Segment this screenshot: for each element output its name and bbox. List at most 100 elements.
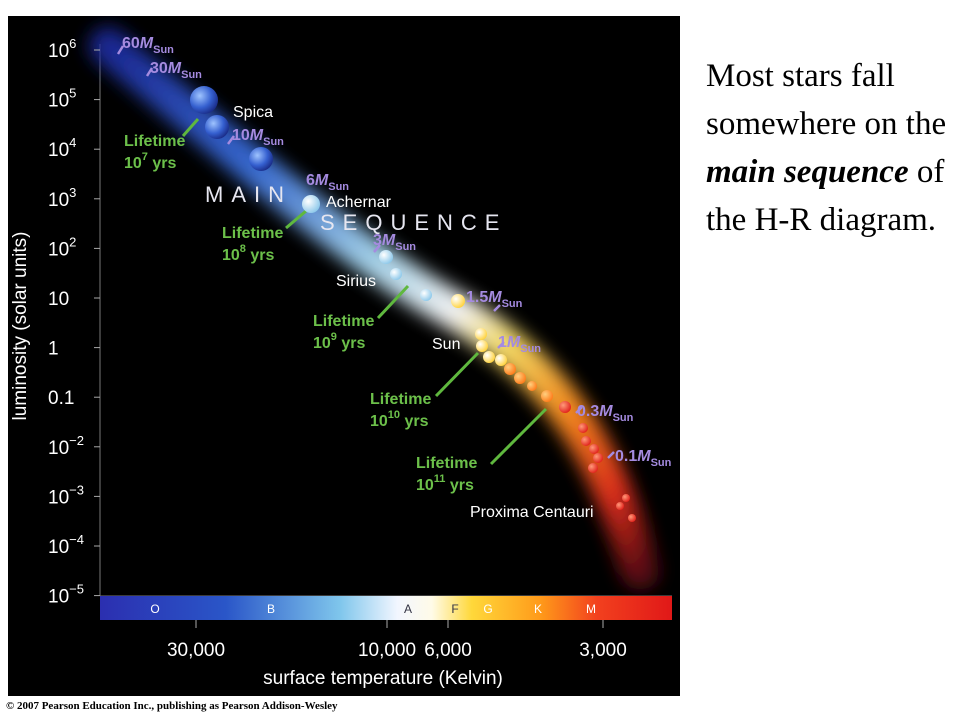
y-tick-label: 105 [48,86,76,112]
star-dot [483,351,495,363]
y-tick-label: 102 [48,234,76,260]
star-dot [581,436,591,446]
star-label-proxima-centauri: Proxima Centauri [470,504,594,521]
star-dot [504,363,516,375]
y-tick-label: 10 [48,289,69,310]
mass-label: 3MSun [373,232,416,253]
star-dot [514,372,526,384]
lifetime-leader-lines [181,118,548,466]
star-dot [420,289,432,301]
caption-part-1: Most stars fall somewhere on the [706,58,947,142]
band-word-main: MAIN [205,182,292,207]
lifetime-value: 109 yrs [313,331,365,352]
mass-label: 30MSun [150,60,202,81]
lifetime-word: Lifetime [222,225,283,242]
mass-leader-ticks [116,45,615,459]
caption-emphasis-main: main [706,154,776,190]
y-tick-label: 1 [48,339,59,360]
y-tick-label: 10−5 [48,582,84,608]
x-tick-label: 30,000 [167,640,225,661]
x-tick-label: 3,000 [579,640,627,661]
spectral-class-a: A [404,602,412,616]
star-dot [559,401,571,413]
lifetime-value: 1010 yrs [370,409,429,430]
lifetime-value: 108 yrs [222,243,274,264]
lifetime-value: 107 yrs [124,151,176,172]
y-tick-label: 104 [48,135,76,161]
star-label-sirius: Sirius [336,273,376,290]
star-dot [475,328,487,340]
star-label-sun: Sun [432,336,460,353]
mass-label: 0.3MSun [577,403,634,424]
spectral-class-g: G [483,602,492,616]
lifetime-word: Lifetime [124,133,185,150]
mass-label: 6MSun [306,172,349,193]
star-label-spica: Spica [233,104,273,121]
main-sequence-stars [190,86,636,522]
caption-emphasis-sequence: sequence [783,154,909,190]
x-tick-label: 10,000 [358,640,416,661]
star-dot [588,463,598,473]
star-dot [616,502,624,510]
star-dot [390,268,402,280]
band-word-sequence: SEQUENCE [320,210,507,235]
star-dot [379,250,393,264]
star-label-achernar: Achernar [326,194,392,211]
x-tick-labels: 30,000 10,000 6,000 3,000 [167,620,627,661]
star-dot [249,147,273,171]
caption-space [776,154,784,190]
y-tick-label: 0.1 [48,388,74,409]
star-dot [451,294,465,308]
spectral-class-b: B [267,602,275,616]
y-tick-label: 106 [48,36,76,62]
spectral-class-o: O [150,602,159,616]
y-tick-label: 10−3 [48,482,84,508]
lifetime-word: Lifetime [370,391,431,408]
star-dot [589,444,599,454]
lifetime-word: Lifetime [313,313,374,330]
copyright-notice: © 2007 Pearson Education Inc., publishin… [6,700,338,712]
star-dot [622,494,630,502]
star-dot [476,340,488,352]
spectral-class-m: M [586,602,596,616]
star-dot [495,354,507,366]
y-tick-label: 103 [48,185,76,211]
y-axis-label: luminosity (solar units) [10,232,31,421]
mass-label: 10MSun [232,127,284,148]
star-dot [527,381,537,391]
star-dot [541,390,553,402]
star-dot [190,86,218,114]
mass-label: 60MSun [122,35,174,56]
x-axis-label: surface temperature (Kelvin) [263,668,503,689]
spectral-class-k: K [534,602,542,616]
mass-labels: 60MSun 30MSun 10MSun 6MSun 3MSun 1.5MSun 1MSun… [122,35,672,469]
star-dot [205,115,229,139]
x-tick-label: 6,000 [424,640,472,661]
lifetime-value: 1011 yrs [416,473,474,494]
hr-diagram-figure: 106 105 104 103 102 10 1 0.1 10−2 10−3 10−4 10−5 lu… [8,16,680,696]
mass-label: 1.5MSun [466,289,523,310]
spectral-class-f: F [451,602,458,616]
caption-part-2: of the H-R diagram. [706,154,945,238]
mass-label: 1MSun [498,334,541,355]
lifetime-word: Lifetime [416,455,477,472]
y-tick-label: 10−2 [48,433,84,459]
star-dot [302,195,320,213]
spectral-class-bar [100,596,672,620]
star-dot [578,423,588,433]
star-dot [628,514,636,522]
y-tick-label: 10−4 [48,532,84,558]
caption-text: Most stars fall somewhere on the main se… [706,52,956,244]
main-sequence-band [89,27,659,590]
star-dot [593,453,603,463]
mass-label: 0.1MSun [615,448,672,469]
